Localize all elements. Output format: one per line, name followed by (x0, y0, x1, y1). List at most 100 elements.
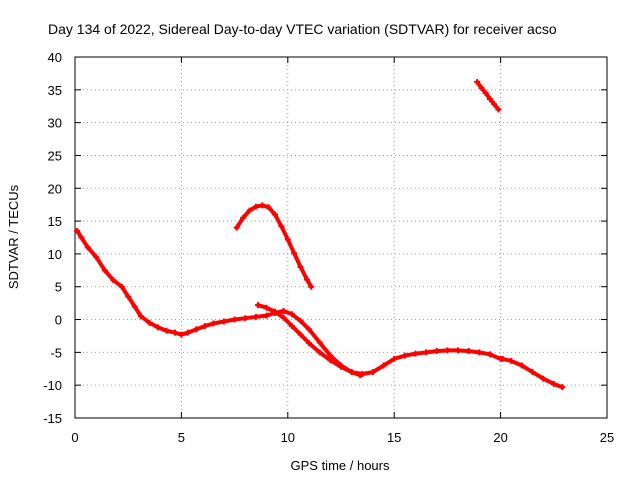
data-point (193, 326, 200, 333)
data-point (550, 380, 557, 387)
data-point (433, 348, 440, 355)
data-point (272, 211, 279, 218)
data-point (265, 204, 272, 211)
x-tick-label: 20 (493, 430, 507, 445)
grid-layer (75, 57, 607, 418)
data-point (289, 311, 296, 318)
series-track-4 (499, 355, 566, 391)
data-point (348, 369, 355, 376)
data-point (559, 384, 566, 391)
x-tick-label: 25 (600, 430, 614, 445)
data-point (252, 203, 259, 210)
data-point (316, 349, 323, 356)
data-point (508, 357, 515, 364)
data-point (255, 302, 262, 309)
data-point (369, 369, 376, 376)
data-point (540, 375, 547, 382)
data-point (74, 227, 81, 234)
x-tick-label: 15 (387, 430, 401, 445)
data-point (306, 326, 313, 333)
data-point (316, 339, 323, 346)
data-point (110, 277, 117, 284)
tick-layer: 0 5 10 15 20 25 -15 -10 -5 0 5 10 15 20 25 30 35 40 (43, 50, 614, 445)
data-point (78, 234, 85, 241)
x-axis-label: GPS time / hours (291, 458, 390, 473)
y-tick-label: -5 (50, 345, 62, 360)
data-point (412, 350, 419, 357)
data-point (172, 329, 179, 336)
data-point (278, 223, 285, 230)
data-point (518, 362, 525, 369)
data-point (178, 331, 185, 338)
series-track-5 (474, 78, 502, 113)
y-tick-label: 10 (48, 247, 62, 262)
x-tick-label: 10 (281, 430, 295, 445)
data-point (486, 351, 493, 358)
data-point (146, 319, 153, 326)
data-point (231, 316, 238, 323)
data-point (495, 106, 502, 113)
data-point (263, 304, 270, 311)
data-point (252, 313, 259, 320)
data-point (308, 283, 315, 290)
y-tick-label: 30 (48, 116, 62, 131)
data-point (163, 327, 170, 334)
data-point (131, 303, 138, 310)
data-point (423, 349, 430, 356)
data-point (184, 329, 191, 336)
y-tick-label: 25 (48, 148, 62, 163)
data-point (303, 276, 310, 283)
data-point (338, 363, 344, 370)
data-point (280, 314, 287, 321)
data-point (297, 264, 304, 271)
data-point (154, 324, 161, 331)
y-tick-label: 40 (48, 50, 62, 65)
plot-frame (74, 56, 608, 419)
y-tick-label: 15 (48, 214, 62, 229)
data-point (101, 267, 108, 274)
series-track-1 (74, 227, 504, 378)
data-point (84, 244, 91, 251)
data-point (327, 357, 334, 364)
data-point (465, 348, 472, 355)
series-line (475, 79, 501, 112)
data-point (491, 101, 498, 108)
data-point (499, 355, 506, 362)
data-point (201, 323, 208, 330)
data-point (291, 250, 298, 257)
chart-title: Day 134 of 2022, Sidereal Day-to-day VTE… (48, 21, 557, 37)
data-point (240, 214, 247, 221)
data-point (529, 369, 536, 376)
data-point (444, 347, 451, 354)
series-track-3 (255, 302, 364, 379)
data-point (284, 236, 291, 243)
y-axis-label: SDTVAR / TECUs (6, 184, 21, 289)
series-track-2 (233, 202, 315, 290)
data-point (476, 349, 483, 356)
series-layer (74, 78, 566, 391)
data-point (233, 224, 240, 231)
data-point (297, 331, 304, 338)
y-tick-label: -10 (43, 378, 62, 393)
data-point (482, 90, 489, 97)
y-tick-label: 35 (48, 83, 62, 98)
y-tick-label: 5 (55, 280, 62, 295)
data-point (280, 308, 287, 315)
data-point (391, 355, 398, 362)
y-tick-label: 20 (48, 181, 62, 196)
data-point (306, 340, 313, 347)
data-point (357, 372, 364, 379)
data-point (297, 317, 304, 324)
data-point (137, 313, 144, 320)
data-point (401, 352, 408, 359)
data-point (263, 312, 270, 319)
x-tick-label: 0 (71, 430, 78, 445)
data-point (242, 315, 249, 322)
data-point (486, 96, 493, 103)
data-point (93, 254, 100, 261)
data-point (380, 362, 387, 369)
data-point (246, 207, 253, 214)
data-point (118, 283, 125, 290)
data-point (474, 78, 481, 85)
